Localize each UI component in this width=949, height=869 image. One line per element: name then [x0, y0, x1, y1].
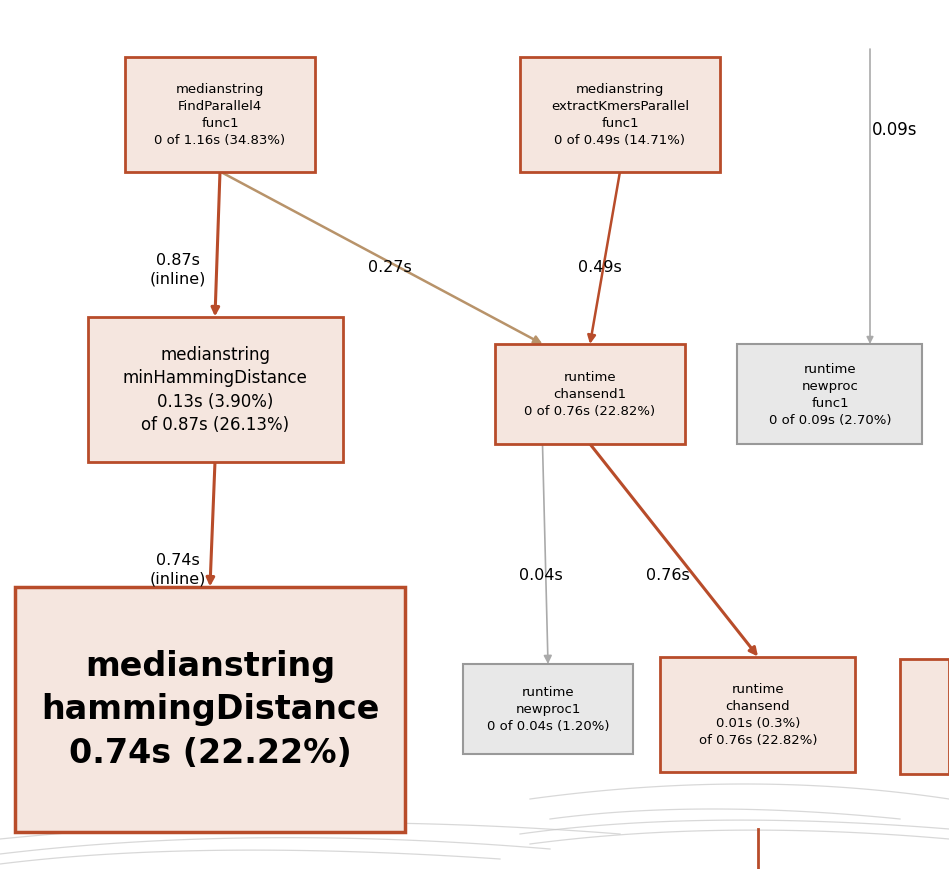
Text: 0.27s: 0.27s	[368, 260, 412, 275]
FancyBboxPatch shape	[87, 317, 343, 462]
Text: medianstring
extractKmersParallel
func1
0 of 0.49s (14.71%): medianstring extractKmersParallel func1 …	[551, 83, 689, 147]
FancyBboxPatch shape	[125, 57, 315, 172]
FancyBboxPatch shape	[15, 587, 405, 832]
Text: 0.76s: 0.76s	[646, 567, 690, 582]
FancyBboxPatch shape	[495, 345, 685, 444]
FancyBboxPatch shape	[520, 57, 720, 172]
Text: 0.87s
(inline): 0.87s (inline)	[150, 253, 206, 287]
FancyBboxPatch shape	[900, 660, 949, 774]
FancyBboxPatch shape	[463, 664, 633, 754]
Text: 0.04s: 0.04s	[519, 567, 563, 582]
Text: medianstring
FindParallel4
func1
0 of 1.16s (34.83%): medianstring FindParallel4 func1 0 of 1.…	[155, 83, 286, 147]
Text: runtime
chansend
0.01s (0.3%)
of 0.76s (22.82%): runtime chansend 0.01s (0.3%) of 0.76s (…	[698, 682, 817, 746]
FancyBboxPatch shape	[737, 345, 922, 444]
Text: 0.09s: 0.09s	[872, 121, 918, 139]
Text: medianstring
minHammingDistance
0.13s (3.90%)
of 0.87s (26.13%): medianstring minHammingDistance 0.13s (3…	[122, 345, 307, 434]
Text: runtime
chansend1
0 of 0.76s (22.82%): runtime chansend1 0 of 0.76s (22.82%)	[525, 371, 656, 418]
Text: 0.49s: 0.49s	[578, 260, 622, 275]
Text: runtime
newproc
func1
0 of 0.09s (2.70%): runtime newproc func1 0 of 0.09s (2.70%)	[769, 362, 891, 427]
FancyBboxPatch shape	[661, 657, 855, 772]
Text: runtime
newproc1
0 of 0.04s (1.20%): runtime newproc1 0 of 0.04s (1.20%)	[487, 686, 609, 733]
Text: medianstring
hammingDistance
0.74s (22.22%): medianstring hammingDistance 0.74s (22.2…	[41, 649, 380, 769]
Text: 0.74s
(inline): 0.74s (inline)	[150, 553, 206, 586]
